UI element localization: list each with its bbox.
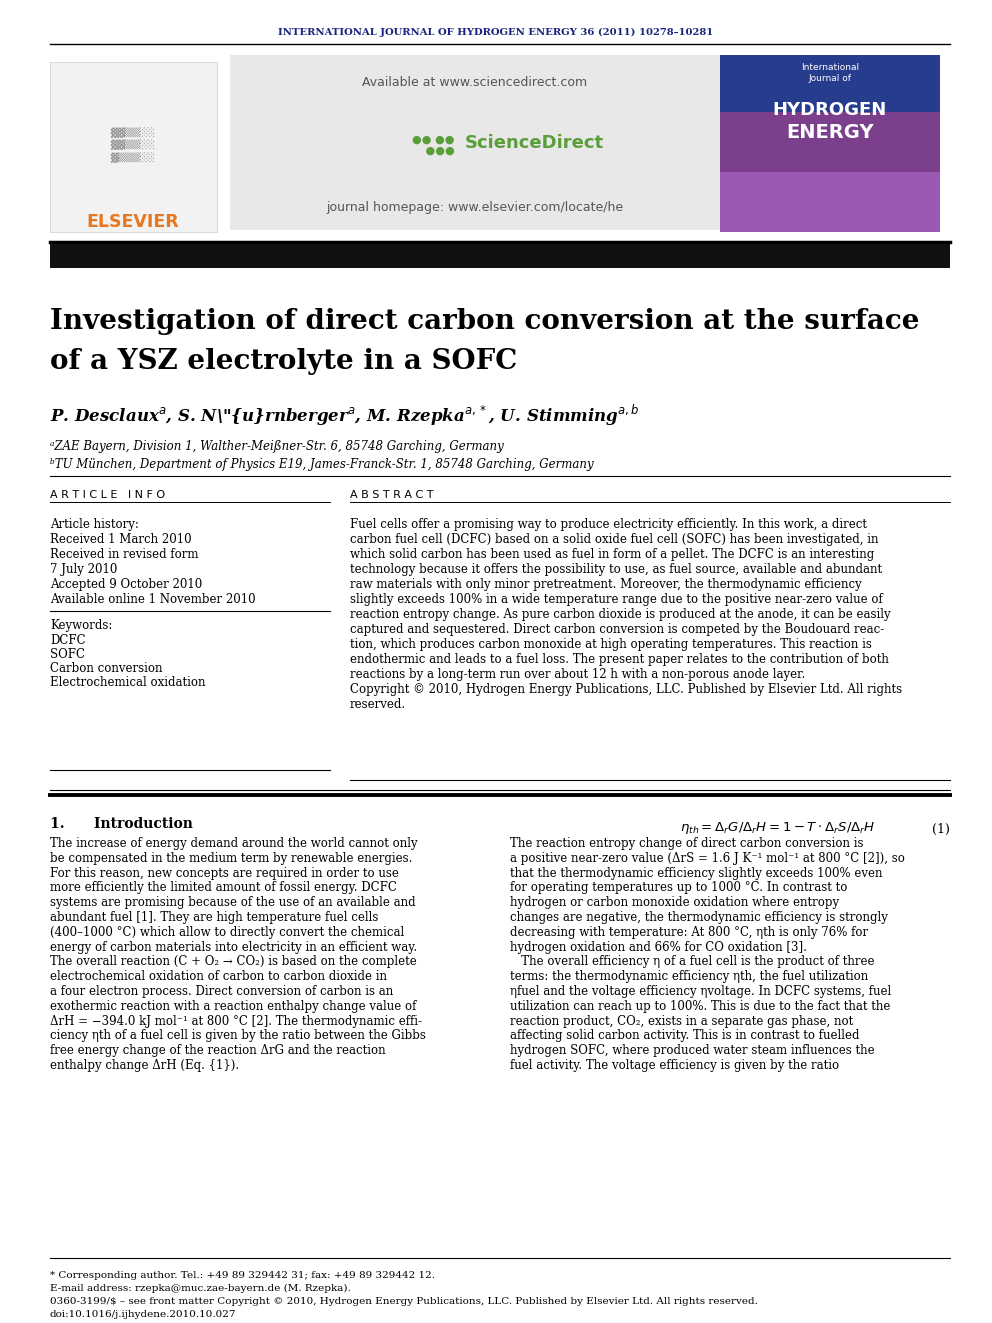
FancyBboxPatch shape (720, 56, 940, 232)
Text: reserved.: reserved. (350, 699, 406, 710)
Text: INTERNATIONAL JOURNAL OF HYDROGEN ENERGY 36 (2011) 10278–10281: INTERNATIONAL JOURNAL OF HYDROGEN ENERGY… (279, 28, 713, 37)
Text: The increase of energy demand around the world cannot only: The increase of energy demand around the… (50, 837, 418, 849)
Text: hydrogen SOFC, where produced water steam influences the: hydrogen SOFC, where produced water stea… (510, 1044, 875, 1057)
Text: ELSEVIER: ELSEVIER (86, 213, 180, 232)
FancyBboxPatch shape (230, 56, 720, 230)
Bar (50, 243, 950, 269)
Text: ᵇTU München, Department of Physics E19, James-Franck-Str. 1, 85748 Garching, Ger: ᵇTU München, Department of Physics E19, … (50, 458, 593, 471)
Text: that the thermodynamic efficiency slightly exceeds 100% even: that the thermodynamic efficiency slight… (510, 867, 883, 880)
Text: Received 1 March 2010: Received 1 March 2010 (50, 533, 191, 546)
Text: technology because it offers the possibility to use, as fuel source, available a: technology because it offers the possibi… (350, 564, 882, 576)
FancyBboxPatch shape (720, 172, 940, 232)
FancyBboxPatch shape (50, 62, 217, 232)
Text: 1.      Introduction: 1. Introduction (50, 818, 192, 831)
Text: utilization can reach up to 100%. This is due to the fact that the: utilization can reach up to 100%. This i… (510, 1000, 891, 1013)
Text: endothermic and leads to a fuel loss. The present paper relates to the contribut: endothermic and leads to a fuel loss. Th… (350, 654, 889, 665)
Text: reaction entropy change. As pure carbon dioxide is produced at the anode, it can: reaction entropy change. As pure carbon … (350, 609, 891, 620)
Text: enthalpy change ΔrH (Eq. {1}).: enthalpy change ΔrH (Eq. {1}). (50, 1058, 239, 1072)
Text: a four electron process. Direct conversion of carbon is an: a four electron process. Direct conversi… (50, 986, 393, 998)
Text: reaction product, CO₂, exists in a separate gas phase, not: reaction product, CO₂, exists in a separ… (510, 1015, 853, 1028)
Text: A R T I C L E   I N F O: A R T I C L E I N F O (50, 490, 165, 500)
Text: hydrogen oxidation and 66% for CO oxidation [3].: hydrogen oxidation and 66% for CO oxidat… (510, 941, 806, 954)
Text: ENERGY: ENERGY (787, 123, 874, 143)
Text: Available at www.sciencedirect.com: Available at www.sciencedirect.com (362, 77, 587, 90)
Text: Accepted 9 October 2010: Accepted 9 October 2010 (50, 578, 202, 591)
Text: energy of carbon materials into electricity in an efficient way.: energy of carbon materials into electric… (50, 941, 417, 954)
Text: P. Desclaux$^a$, S. N\"{u}rnberger$^a$, M. Rzepka$^{a,*}$, U. Stimming$^{a,b}$: P. Desclaux$^a$, S. N\"{u}rnberger$^a$, … (50, 404, 640, 429)
Text: decreasing with temperature: At 800 °C, ηth is only 76% for: decreasing with temperature: At 800 °C, … (510, 926, 868, 939)
Text: The overall reaction (C + O₂ → CO₂) is based on the complete: The overall reaction (C + O₂ → CO₂) is b… (50, 955, 417, 968)
Text: Keywords:: Keywords: (50, 619, 112, 632)
Text: which solid carbon has been used as fuel in form of a pellet. The DCFC is an int: which solid carbon has been used as fuel… (350, 548, 874, 561)
Text: electrochemical oxidation of carbon to carbon dioxide in: electrochemical oxidation of carbon to c… (50, 970, 387, 983)
Text: Received in revised form: Received in revised form (50, 548, 198, 561)
Text: hydrogen or carbon monoxide oxidation where entropy: hydrogen or carbon monoxide oxidation wh… (510, 896, 839, 909)
Text: captured and sequestered. Direct carbon conversion is competed by the Boudouard : captured and sequestered. Direct carbon … (350, 623, 884, 636)
Text: ηfuel and the voltage efficiency ηvoltage. In DCFC systems, fuel: ηfuel and the voltage efficiency ηvoltag… (510, 986, 891, 998)
Text: ᵃZAE Bayern, Division 1, Walther-Meißner-Str. 6, 85748 Garching, Germany: ᵃZAE Bayern, Division 1, Walther-Meißner… (50, 441, 504, 452)
Text: (400–1000 °C) which allow to directly convert the chemical: (400–1000 °C) which allow to directly co… (50, 926, 405, 939)
Text: slightly exceeds 100% in a wide temperature range due to the positive near-zero : slightly exceeds 100% in a wide temperat… (350, 593, 883, 606)
Text: E-mail address: rzepka@muc.zae-bayern.de (M. Rzepka).: E-mail address: rzepka@muc.zae-bayern.de… (50, 1285, 351, 1293)
Text: International
Journal of: International Journal of (801, 64, 859, 83)
Text: a positive near-zero value (ΔrS = 1.6 J K⁻¹ mol⁻¹ at 800 °C [2]), so: a positive near-zero value (ΔrS = 1.6 J … (510, 852, 905, 865)
Text: ●● ●●
 ●●●: ●● ●● ●●● (413, 134, 455, 156)
Text: Available online 1 November 2010: Available online 1 November 2010 (50, 593, 256, 606)
Text: (1): (1) (932, 823, 950, 836)
Text: systems are promising because of the use of an available and: systems are promising because of the use… (50, 896, 416, 909)
Text: ciency ηth of a fuel cell is given by the ratio between the Gibbs: ciency ηth of a fuel cell is given by th… (50, 1029, 426, 1043)
Text: ΔrH = −394.0 kJ mol⁻¹ at 800 °C [2]. The thermodynamic effi-: ΔrH = −394.0 kJ mol⁻¹ at 800 °C [2]. The… (50, 1015, 422, 1028)
Text: raw materials with only minor pretreatment. Moreover, the thermodynamic efficien: raw materials with only minor pretreatme… (350, 578, 862, 591)
Text: The reaction entropy change of direct carbon conversion is: The reaction entropy change of direct ca… (510, 837, 863, 849)
Text: tion, which produces carbon monoxide at high operating temperatures. This reacti: tion, which produces carbon monoxide at … (350, 638, 872, 651)
Text: carbon fuel cell (DCFC) based on a solid oxide fuel cell (SOFC) has been investi: carbon fuel cell (DCFC) based on a solid… (350, 533, 879, 546)
Text: $\eta_{th} = \Delta_r G/\Delta_r H = 1 - T \cdot \Delta_r S / \Delta_r H$: $\eta_{th} = \Delta_r G/\Delta_r H = 1 -… (680, 820, 876, 836)
Text: SOFC: SOFC (50, 648, 85, 662)
Text: ▓▓▒▒░░
▓▓▒▒░░
▓▒▒▒░░: ▓▓▒▒░░ ▓▓▒▒░░ ▓▒▒▒░░ (110, 127, 156, 163)
Text: DCFC: DCFC (50, 634, 85, 647)
Text: 0360-3199/$ – see front matter Copyright © 2010, Hydrogen Energy Publications, L: 0360-3199/$ – see front matter Copyright… (50, 1297, 758, 1306)
FancyBboxPatch shape (720, 112, 940, 232)
Text: Electrochemical oxidation: Electrochemical oxidation (50, 676, 205, 689)
Text: more efficiently the limited amount of fossil energy. DCFC: more efficiently the limited amount of f… (50, 881, 397, 894)
Text: be compensated in the medium term by renewable energies.: be compensated in the medium term by ren… (50, 852, 413, 865)
Text: abundant fuel [1]. They are high temperature fuel cells: abundant fuel [1]. They are high tempera… (50, 912, 378, 923)
Text: of a YSZ electrolyte in a SOFC: of a YSZ electrolyte in a SOFC (50, 348, 517, 374)
Text: free energy change of the reaction ΔrG and the reaction: free energy change of the reaction ΔrG a… (50, 1044, 386, 1057)
Text: A B S T R A C T: A B S T R A C T (350, 490, 434, 500)
Text: Investigation of direct carbon conversion at the surface: Investigation of direct carbon conversio… (50, 308, 920, 335)
Text: fuel activity. The voltage efficiency is given by the ratio: fuel activity. The voltage efficiency is… (510, 1058, 839, 1072)
Text: for operating temperatures up to 1000 °C. In contrast to: for operating temperatures up to 1000 °C… (510, 881, 847, 894)
Text: terms: the thermodynamic efficiency ηth, the fuel utilization: terms: the thermodynamic efficiency ηth,… (510, 970, 868, 983)
Text: The overall efficiency η of a fuel cell is the product of three: The overall efficiency η of a fuel cell … (510, 955, 875, 968)
Text: Article history:: Article history: (50, 519, 139, 531)
Text: reactions by a long-term run over about 12 h with a non-porous anode layer.: reactions by a long-term run over about … (350, 668, 806, 681)
Text: doi:10.1016/j.ijhydene.2010.10.027: doi:10.1016/j.ijhydene.2010.10.027 (50, 1310, 236, 1319)
Text: ScienceDirect: ScienceDirect (465, 134, 604, 152)
Text: 7 July 2010: 7 July 2010 (50, 564, 117, 576)
Text: * Corresponding author. Tel.: +49 89 329442 31; fax: +49 89 329442 12.: * Corresponding author. Tel.: +49 89 329… (50, 1271, 435, 1279)
Text: Carbon conversion: Carbon conversion (50, 662, 163, 675)
Text: exothermic reaction with a reaction enthalpy change value of: exothermic reaction with a reaction enth… (50, 1000, 417, 1013)
Text: journal homepage: www.elsevier.com/locate/he: journal homepage: www.elsevier.com/locat… (326, 201, 624, 213)
Text: changes are negative, the thermodynamic efficiency is strongly: changes are negative, the thermodynamic … (510, 912, 888, 923)
Text: Fuel cells offer a promising way to produce electricity efficiently. In this wor: Fuel cells offer a promising way to prod… (350, 519, 867, 531)
Text: For this reason, new concepts are required in order to use: For this reason, new concepts are requir… (50, 867, 399, 880)
Text: affecting solid carbon activity. This is in contrast to fuelled: affecting solid carbon activity. This is… (510, 1029, 859, 1043)
Text: Copyright © 2010, Hydrogen Energy Publications, LLC. Published by Elsevier Ltd. : Copyright © 2010, Hydrogen Energy Public… (350, 683, 902, 696)
Text: HYDROGEN: HYDROGEN (773, 101, 887, 119)
